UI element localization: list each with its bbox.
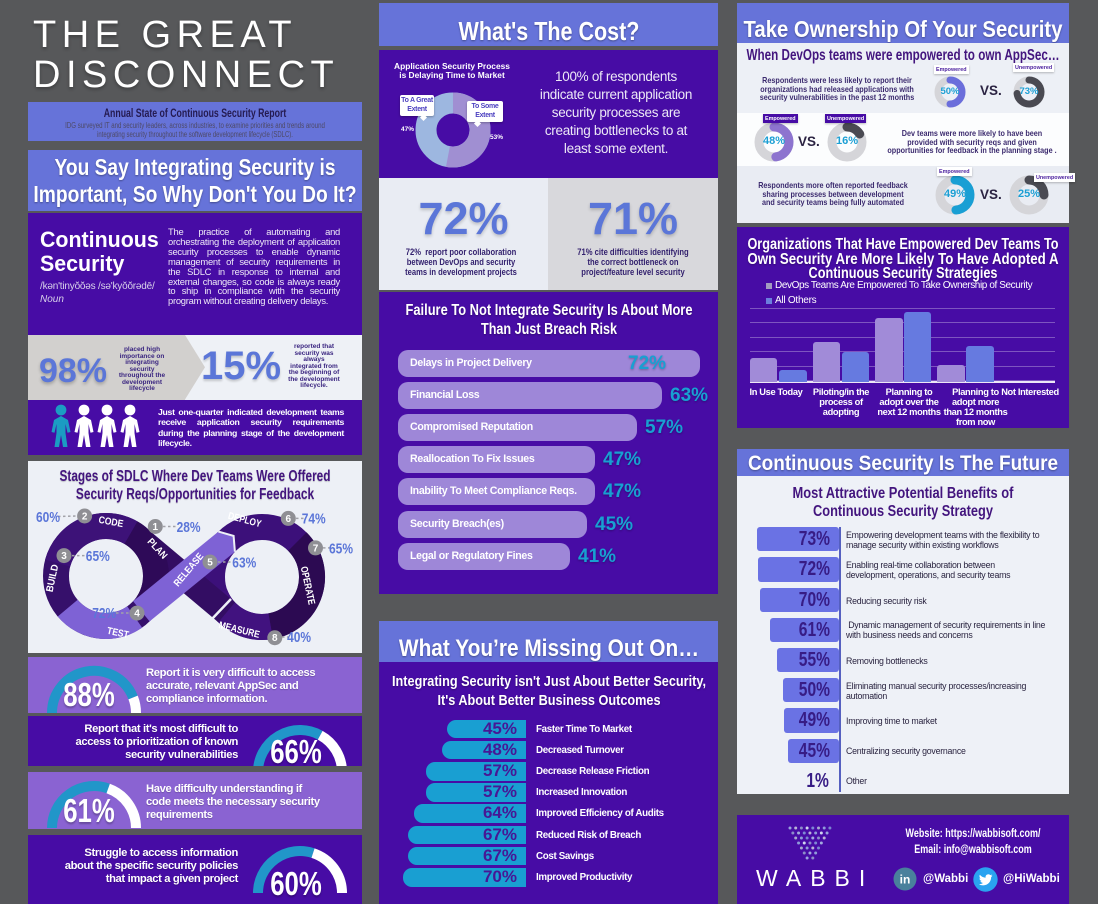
svg-text:4: 4 (134, 609, 140, 620)
svg-text:28%: 28% (177, 520, 201, 536)
svg-text:40%: 40% (287, 630, 311, 646)
svg-text:2: 2 (82, 512, 88, 523)
svg-text:7: 7 (313, 543, 319, 554)
svg-text:in: in (900, 873, 911, 887)
svg-text:60%: 60% (36, 510, 60, 526)
svg-text:72%: 72% (92, 606, 116, 622)
svg-text:6: 6 (286, 514, 292, 525)
svg-text:TEST: TEST (106, 626, 130, 641)
svg-text:65%: 65% (329, 541, 353, 557)
svg-text:63%: 63% (232, 556, 256, 572)
svg-text:CODE: CODE (98, 515, 125, 530)
svg-text:8: 8 (272, 633, 278, 644)
svg-text:74%: 74% (302, 512, 326, 528)
svg-text:3: 3 (61, 551, 67, 562)
svg-text:65%: 65% (86, 549, 110, 565)
svg-text:5: 5 (207, 558, 213, 569)
svg-text:1: 1 (153, 522, 159, 533)
